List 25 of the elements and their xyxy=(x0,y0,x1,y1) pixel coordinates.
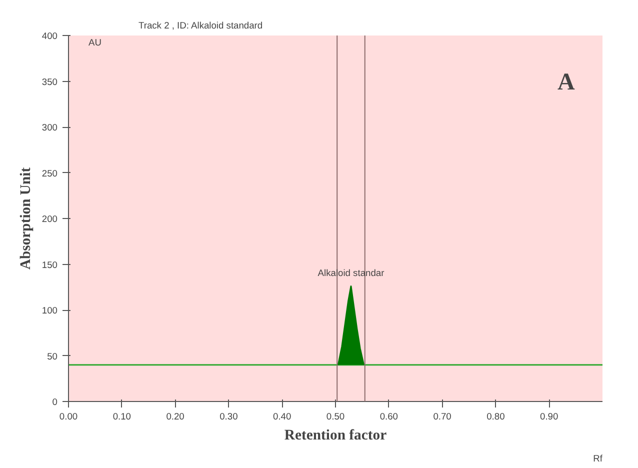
x-tick-label: 0.70 xyxy=(433,412,452,422)
y-tick-label: 400 xyxy=(42,31,58,41)
x-tick-label: 0.90 xyxy=(540,412,558,422)
x-tick-label: 0.30 xyxy=(220,412,238,422)
annotation: AU xyxy=(88,38,102,48)
chart-title: Track 2 , ID: Alkaloid standard xyxy=(138,20,263,30)
y-tick-label: 100 xyxy=(42,306,58,316)
x-tick-label: 0.80 xyxy=(486,412,505,422)
annotation: A xyxy=(558,70,576,96)
x-tick-label: 0.40 xyxy=(273,412,292,422)
y-tick-label: 50 xyxy=(47,351,58,362)
x-tick-label: 0.10 xyxy=(112,412,131,422)
y-tick-label: 150 xyxy=(42,260,58,270)
x-tick-label: 0.60 xyxy=(380,412,398,422)
x-tick-label: 0.20 xyxy=(166,412,184,422)
y-tick-label: 250 xyxy=(42,168,58,178)
x-tick-label: 0.00 xyxy=(59,412,78,422)
x-tick-label: 0.50 xyxy=(326,412,345,422)
y-tick-label: 0 xyxy=(52,397,58,407)
x-axis-title: Retention factor xyxy=(284,428,388,444)
y-tick-label: 350 xyxy=(42,76,58,87)
y-tick-label: 300 xyxy=(42,122,58,132)
y-axis-title: Absorption Unit xyxy=(18,167,34,270)
y-tick-label: 200 xyxy=(42,214,58,224)
text: Rf xyxy=(593,454,603,464)
